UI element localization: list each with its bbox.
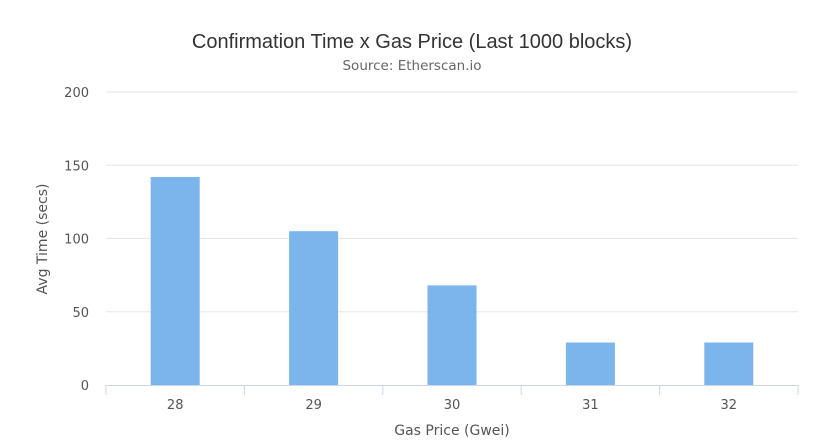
grid-lines: [106, 91, 798, 313]
x-axis-ticks: 28 29 30 31 32: [105, 385, 799, 413]
x-tick-label: 32: [721, 398, 738, 413]
x-axis-title: Gas Price (Gwei): [394, 423, 510, 439]
x-tick-label: 30: [444, 398, 461, 413]
x-tick-label: 29: [305, 398, 322, 413]
bar-32[interactable]: [704, 342, 754, 385]
bar-30[interactable]: [427, 285, 477, 385]
chart-subtitle: Source: Etherscan.io: [342, 58, 481, 74]
y-axis-ticks: 0 50 100 150 200: [64, 86, 89, 394]
y-tick-label: 50: [72, 306, 89, 321]
y-axis-title: Avg Time (secs): [35, 184, 51, 295]
bar-31[interactable]: [565, 342, 615, 385]
y-tick-label: 200: [64, 86, 89, 101]
x-tick-label: 31: [582, 398, 599, 413]
y-tick-label: 150: [64, 159, 89, 174]
chart-title: Confirmation Time x Gas Price (Last 1000…: [192, 31, 632, 53]
bar-29[interactable]: [289, 231, 339, 385]
bars: [150, 176, 754, 385]
x-tick-label: 28: [167, 398, 184, 413]
bar-28[interactable]: [150, 176, 200, 385]
y-tick-label: 100: [64, 233, 89, 248]
y-tick-label: 0: [81, 379, 89, 394]
